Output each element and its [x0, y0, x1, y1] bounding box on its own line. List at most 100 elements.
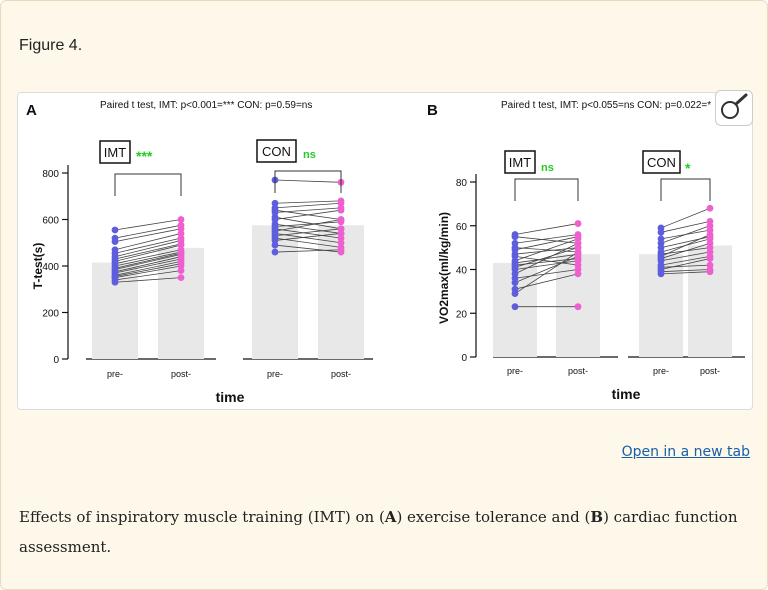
subject-line: [274, 228, 342, 239]
subject-line: [114, 256, 182, 273]
subject-line: [274, 233, 342, 241]
data-point-post: [574, 248, 582, 256]
x-tick-label: pre-: [507, 366, 523, 376]
subject-line: [274, 221, 342, 227]
group-label-box: [642, 150, 681, 174]
subject-line: [114, 277, 182, 283]
x-tick-label: pre-: [267, 369, 283, 379]
subject-line: [660, 207, 711, 229]
x-tick-label: post-: [331, 369, 351, 379]
subject-line: [274, 209, 342, 220]
x-axis-label: time: [216, 389, 245, 405]
subject-line: [514, 251, 579, 294]
data-point-post: [574, 220, 582, 227]
significance-bracket: [514, 178, 579, 201]
data-point-post: [177, 267, 185, 275]
y-axis-label: T-test(s): [31, 243, 45, 290]
subject-line: [114, 251, 182, 267]
subject-line: [114, 265, 182, 279]
y-tick-label: 0: [53, 355, 59, 366]
subject-line: [660, 258, 711, 270]
data-point-post: [337, 225, 345, 233]
significance-bracket: [274, 170, 342, 193]
panel-letter: A: [26, 102, 37, 119]
subject-line: [274, 207, 342, 213]
data-point-post: [337, 199, 345, 207]
open-in-new-tab-link[interactable]: Open in a new tab: [621, 444, 750, 460]
data-point-post: [706, 222, 714, 230]
subject-line: [274, 228, 342, 237]
subject-line: [274, 216, 342, 230]
subject-line: [660, 264, 711, 268]
caption-text: Effects of inspiratory muscle training (…: [19, 508, 385, 526]
subject-line: [274, 202, 342, 209]
caption-label-a: A: [384, 508, 397, 526]
subject-line: [114, 233, 182, 251]
subject-line: [114, 263, 182, 277]
panel-header: Paired t test, IMT: p<0.001=*** CON: p=0…: [100, 100, 312, 111]
data-point-post: [574, 303, 582, 311]
zoom-button[interactable]: [715, 90, 753, 126]
subject-line: [114, 260, 182, 276]
subject-line: [274, 244, 342, 253]
subject-line: [660, 271, 711, 275]
figure-svg: A Paired t test, IMT: p<0.001=*** CON: p=…: [26, 100, 745, 405]
data-point-post: [706, 231, 714, 238]
subject-line: [114, 244, 182, 262]
data-point-post: [337, 239, 345, 247]
subject-line: [514, 255, 579, 266]
subject-line: [514, 238, 579, 262]
subject-line: [274, 249, 342, 253]
figure-label: Figure 4.: [19, 37, 83, 54]
data-point-pre: [271, 209, 279, 216]
data-point-post: [574, 270, 582, 278]
x-tick-label: post-: [700, 366, 720, 376]
subject-line: [514, 223, 579, 235]
data-point-post: [177, 241, 185, 249]
subject-line: [514, 260, 579, 270]
subject-line: [660, 225, 711, 244]
subject-line: [514, 236, 579, 251]
subject-line: [274, 200, 342, 204]
x-tick-label: post-: [171, 369, 191, 379]
x-tick-label: post-: [568, 366, 588, 376]
figure-caption: Effects of inspiratory muscle training (…: [19, 502, 739, 562]
data-point-post: [706, 204, 714, 212]
subject-line: [514, 269, 579, 279]
group-label: IMT: [104, 145, 126, 160]
subject-line: [114, 249, 182, 265]
data-point-pre: [271, 237, 279, 244]
data-point-pre: [511, 233, 519, 241]
data-point-pre: [657, 270, 665, 278]
data-point-pre: [271, 241, 279, 249]
subject-line: [660, 251, 711, 262]
y-tick-label: 0: [461, 353, 467, 364]
caption-text: ) exercise tolerance and (: [396, 508, 591, 526]
subject-line: [274, 179, 342, 183]
significance-label: ns: [541, 162, 554, 174]
significance-bracket: [660, 178, 711, 201]
subject-line: [660, 242, 711, 259]
x-axis-label: time: [612, 386, 641, 402]
data-point-pre: [111, 238, 119, 245]
subject-line: [114, 270, 182, 281]
data-point-post: [337, 216, 345, 223]
data-point-post: [177, 230, 185, 237]
data-point-post: [177, 262, 185, 270]
data-point-post: [706, 239, 714, 247]
subject-line: [660, 234, 711, 257]
data-point-post: [337, 234, 345, 242]
figure-image[interactable]: A Paired t test, IMT: p<0.001=*** CON: p=…: [17, 92, 753, 410]
group-label: CON: [647, 155, 676, 170]
y-tick-label: 600: [42, 216, 59, 227]
data-point-post: [706, 255, 714, 262]
subject-line: [114, 224, 182, 239]
data-point-pre: [657, 228, 665, 236]
data-point-pre: [511, 290, 519, 297]
data-point-post: [337, 246, 345, 254]
data-point-pre: [111, 226, 119, 234]
subject-line: [660, 220, 711, 233]
y-tick-label: 40: [456, 266, 468, 277]
significance-label: ns: [303, 149, 316, 161]
caption-label-b: B: [590, 508, 604, 526]
